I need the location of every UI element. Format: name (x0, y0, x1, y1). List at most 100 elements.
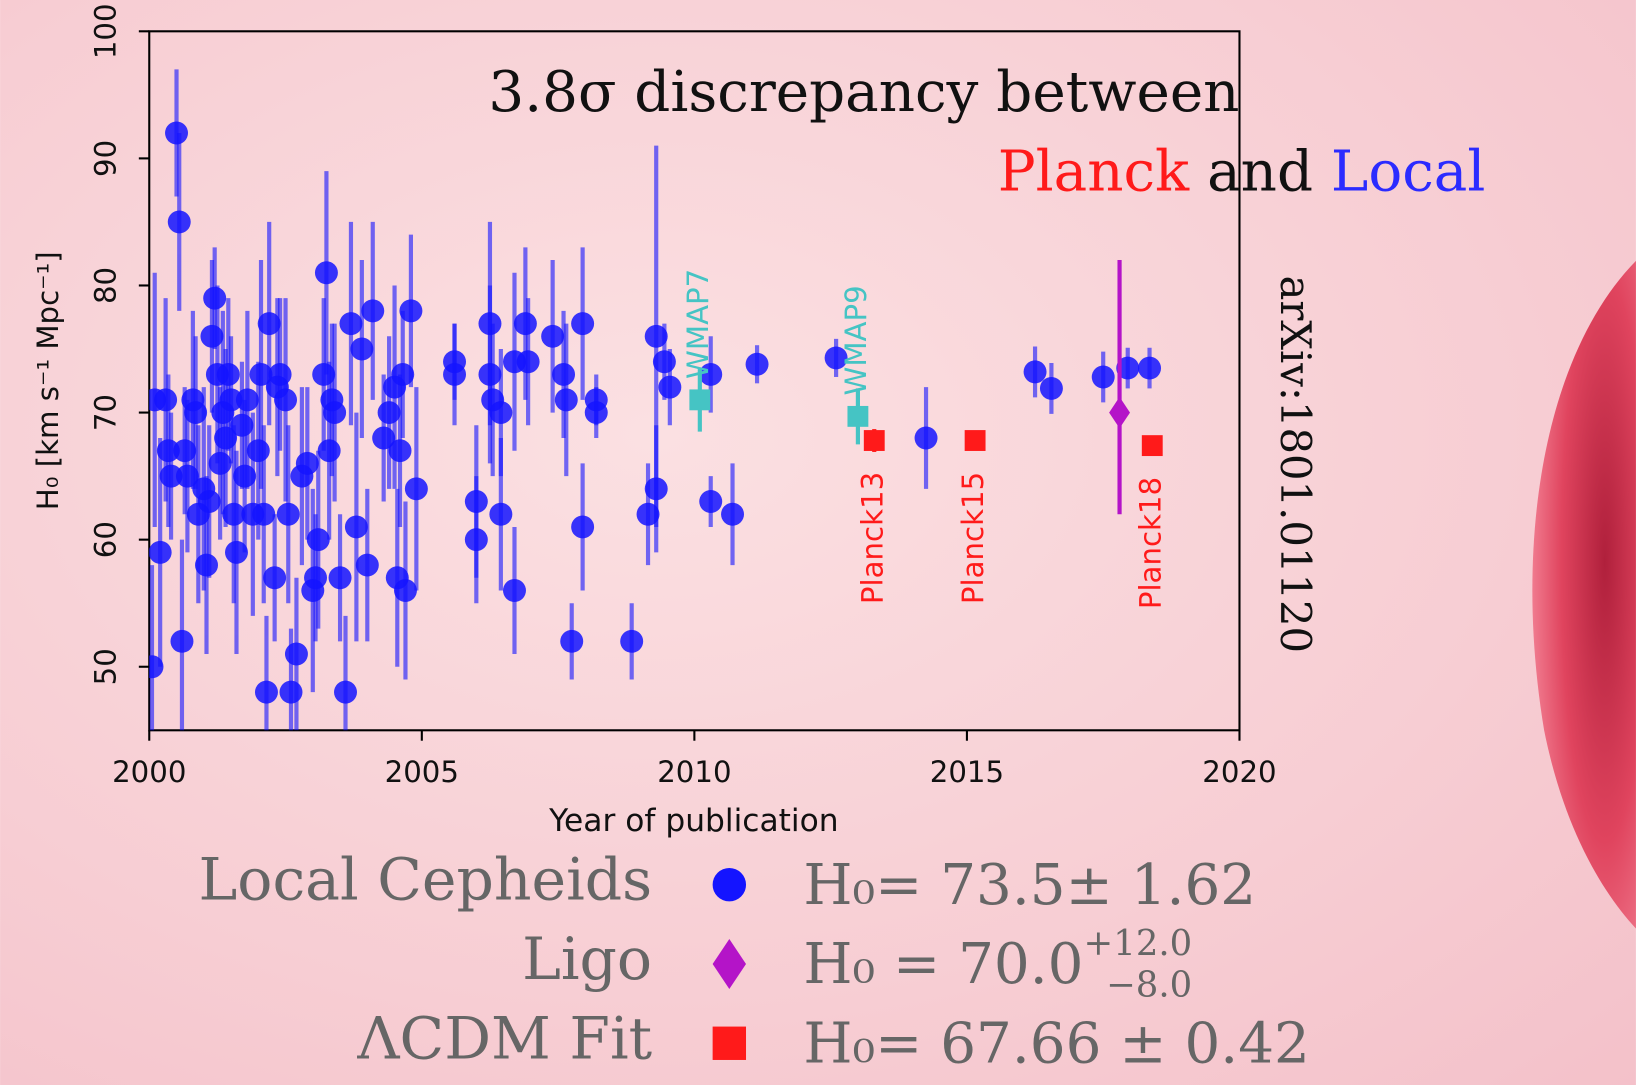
legend-label: Ligo (522, 925, 652, 993)
y-tick-label: 100 (89, 3, 123, 59)
data-point (847, 406, 868, 427)
data-point (339, 312, 362, 335)
data-point (345, 515, 368, 538)
legend-marker (713, 1027, 746, 1060)
legend-label: ΛCDM Fit (356, 1004, 652, 1072)
data-point (1024, 360, 1047, 383)
data-point (274, 388, 297, 411)
data-point (689, 389, 710, 410)
data-point (255, 681, 278, 704)
title-part: Local (1331, 139, 1485, 204)
data-point (195, 554, 218, 577)
data-point (746, 353, 769, 376)
data-point (585, 401, 608, 424)
x-tick-label: 2005 (385, 755, 459, 789)
data-point (864, 430, 885, 451)
legend-sup: +12.0 (1084, 923, 1193, 964)
data-point (389, 439, 412, 462)
y-axis-label: H₀ [km s⁻¹ Mpc⁻¹] (31, 251, 65, 510)
y-tick-label: 50 (89, 648, 123, 685)
legend-sub: −8.0 (1106, 964, 1192, 1005)
data-point (280, 681, 303, 704)
data-point (217, 363, 240, 386)
data-point (323, 401, 346, 424)
legend-label: Local Cepheids (199, 846, 653, 914)
data-point (209, 452, 232, 475)
data-point (571, 312, 594, 335)
title-part: and (1189, 139, 1331, 204)
data-point (154, 388, 177, 411)
data-point (620, 630, 643, 653)
x-axis-label: Year of publication (548, 803, 838, 839)
data-point (203, 287, 226, 310)
data-point (721, 503, 744, 526)
data-point (329, 566, 352, 589)
data-point (230, 414, 253, 437)
point-label: WMAP9 (839, 285, 873, 395)
side-note: arXiv:1801.01120 (1271, 275, 1320, 653)
data-point (443, 363, 466, 386)
data-point (247, 439, 270, 462)
data-point (555, 388, 578, 411)
x-tick-label: 2000 (112, 755, 186, 789)
data-point (350, 338, 373, 361)
title-part: Planck (998, 139, 1190, 204)
data-point (571, 515, 594, 538)
x-tick-label: 2010 (657, 755, 731, 789)
y-tick-label: 90 (89, 140, 123, 177)
data-point (296, 452, 319, 475)
data-point (653, 350, 676, 373)
data-point (965, 430, 986, 451)
x-tick-label: 2015 (930, 755, 1004, 789)
data-point (1040, 377, 1063, 400)
data-point (315, 261, 338, 284)
title-part: 3.8σ discrepancy between (488, 59, 1239, 124)
x-tick-label: 2020 (1202, 755, 1276, 789)
data-point (517, 350, 540, 373)
data-point (489, 401, 512, 424)
data-point (1142, 435, 1163, 456)
point-label: Planck13 (855, 472, 889, 604)
data-point (236, 388, 259, 411)
data-point (378, 401, 401, 424)
data-point (1138, 357, 1161, 380)
data-point (465, 490, 488, 513)
data-point (269, 363, 292, 386)
data-point (304, 566, 327, 589)
data-point (307, 528, 330, 551)
y-tick-label: 60 (89, 521, 123, 558)
legend-value: H₀= 67.66 ± 0.42 (803, 1011, 1310, 1076)
data-point (200, 325, 223, 348)
data-point (514, 312, 537, 335)
legend-value-text: H₀= 67.66 ± 0.42 (803, 1011, 1310, 1076)
data-point (149, 541, 172, 564)
data-point (478, 312, 501, 335)
data-point (168, 210, 191, 233)
data-point (263, 566, 286, 589)
data-point (552, 363, 575, 386)
legend-value-text: H₀ = 70.0 (803, 932, 1083, 997)
data-point (334, 681, 357, 704)
data-point (541, 325, 564, 348)
data-point (560, 630, 583, 653)
data-point (503, 579, 526, 602)
data-point (285, 643, 308, 666)
chart-title: 3.8σ discrepancy between (488, 59, 1239, 124)
data-point (699, 490, 722, 513)
y-tick-label: 70 (89, 394, 123, 431)
y-tick-label: 80 (89, 267, 123, 304)
point-label: WMAP7 (681, 269, 715, 379)
data-point (318, 439, 341, 462)
point-label: Planck18 (1133, 477, 1167, 609)
chart-title: Planck and Local (998, 139, 1486, 204)
legend-marker (713, 868, 746, 901)
data-point (356, 554, 379, 577)
data-point (1092, 366, 1115, 389)
data-point (170, 630, 193, 653)
data-point (277, 503, 300, 526)
data-point (394, 579, 417, 602)
data-point (165, 121, 188, 144)
data-point (198, 490, 221, 513)
